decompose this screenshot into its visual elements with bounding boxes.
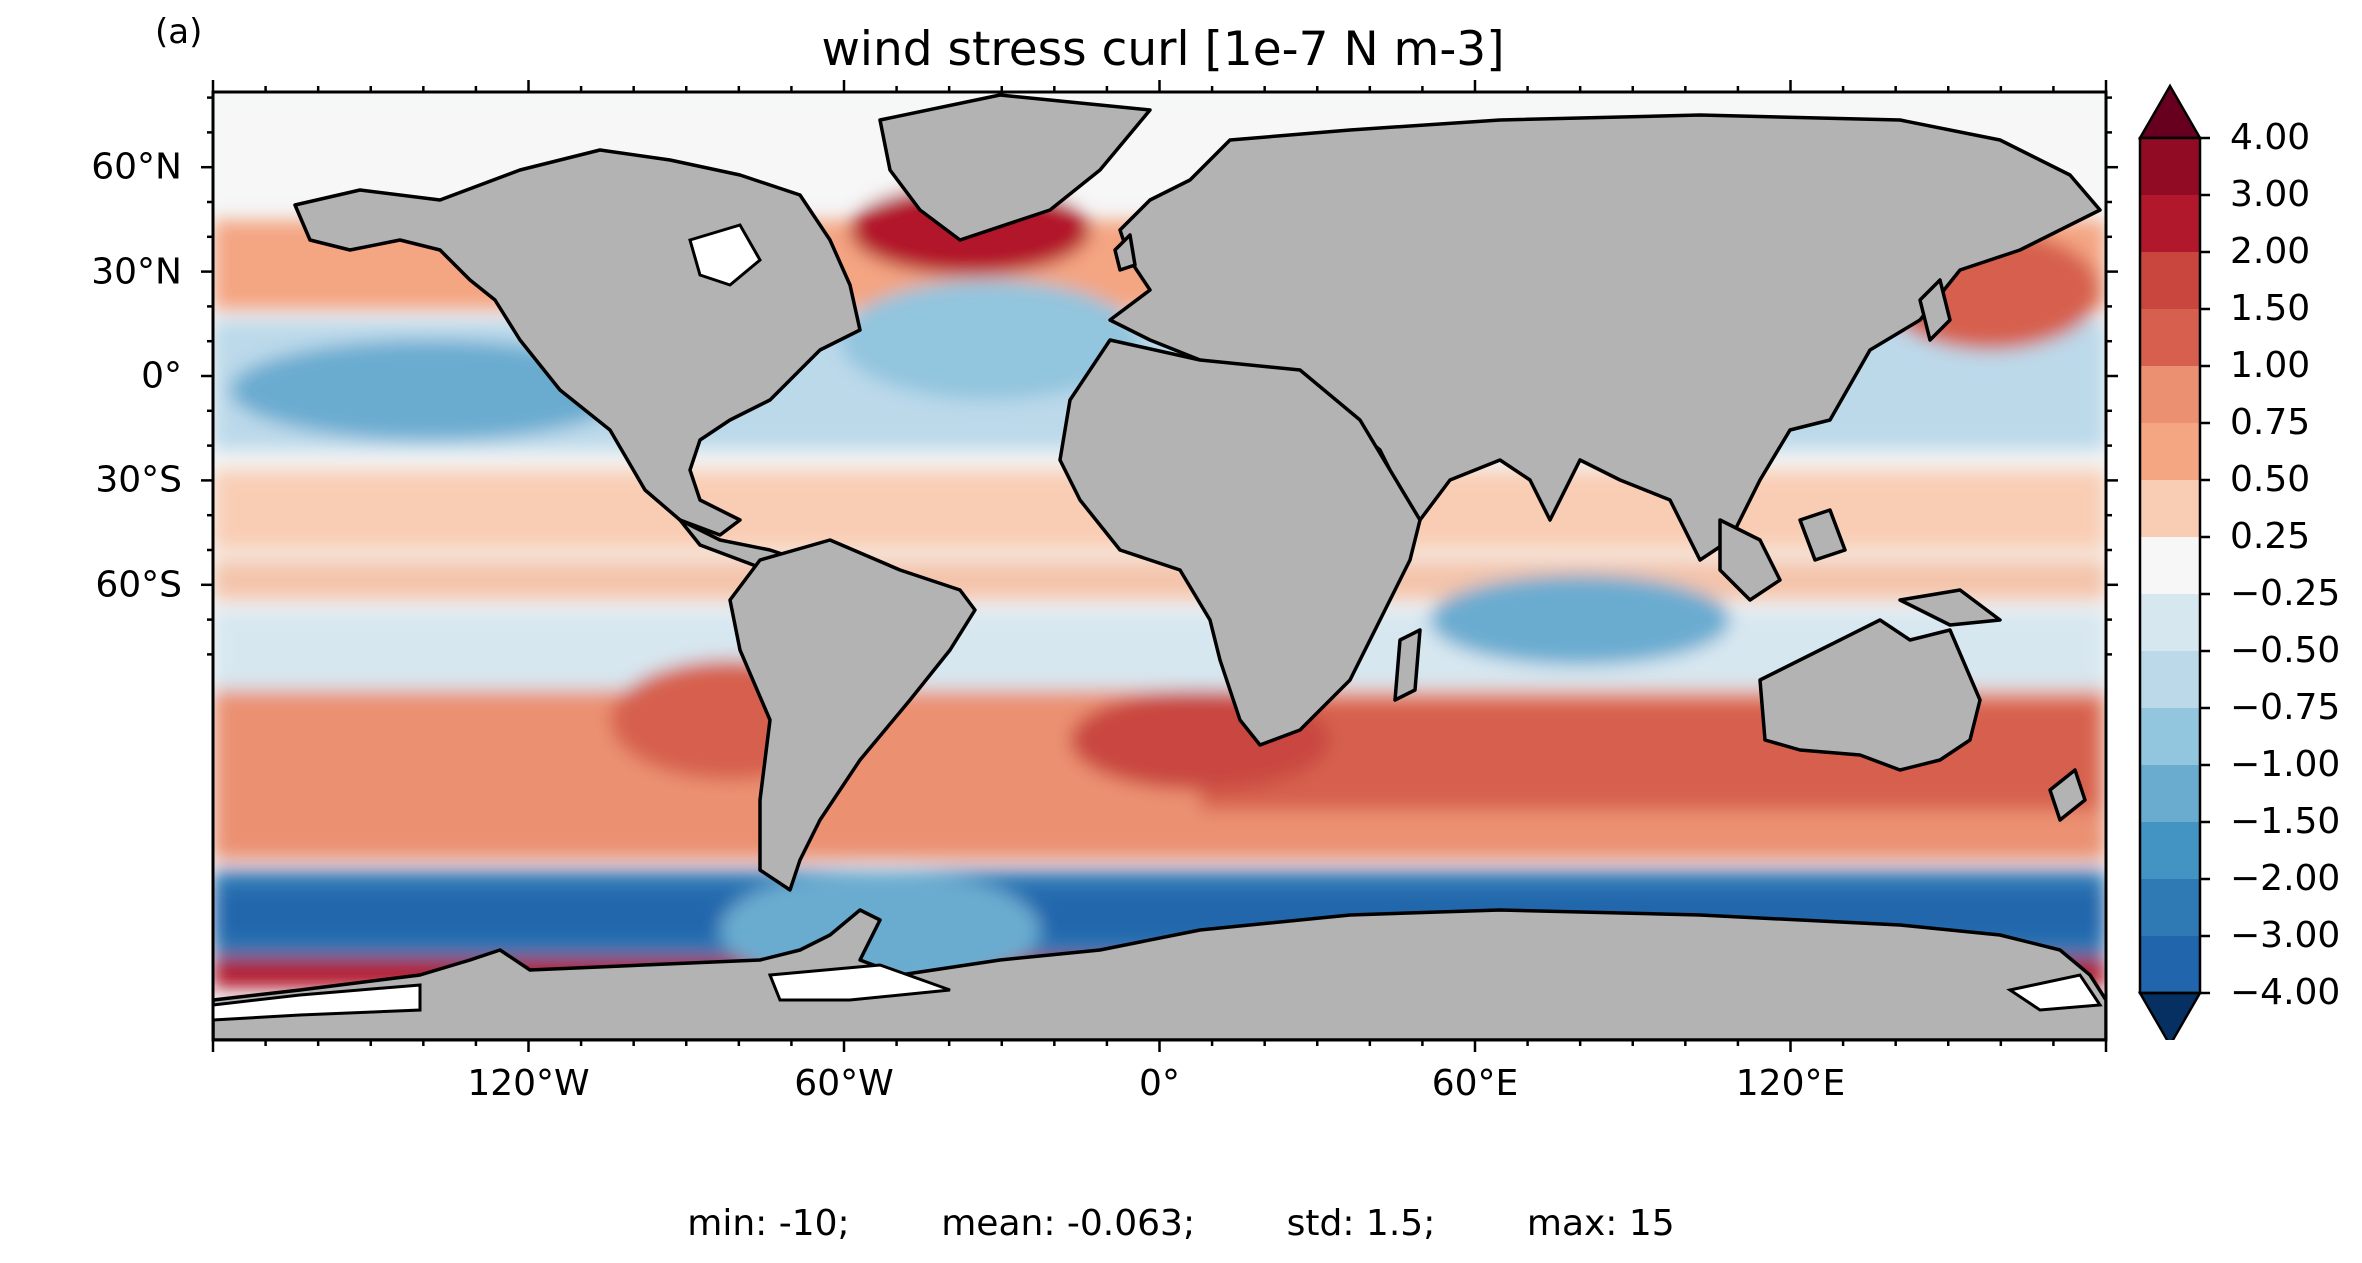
land-southeast-asia [1718,518,1782,602]
lat-tick-label: 30°N [91,251,182,293]
colorbar-segment [2140,708,2200,765]
colorbar-level-label: −3.00 [2230,915,2341,956]
lon-tick-label: 120°E [1735,1063,1846,1104]
colorbar-level-label: 0.50 [2230,459,2311,500]
colorbar-segment [2140,423,2200,480]
colorbar-level-label: 1.50 [2230,288,2311,329]
colorbar-segment [2140,879,2200,936]
colorbar-level-label: 4.00 [2230,117,2311,158]
colorbar-segment [2140,252,2200,309]
colorbar-segment [2140,195,2200,252]
stat-max: max: 15 [1526,1203,1675,1244]
atlantic-subtropical-blue [840,280,1140,400]
lat-tick-label: 0° [141,355,182,397]
colorbar-segment [2140,594,2200,651]
ice-amery [2006,973,2103,1012]
lon-tick-label: 120°W [467,1063,590,1104]
colorbar-level-label: −0.75 [2230,687,2341,728]
indian-ocean-blue [1430,575,1730,665]
land-new-guinea [1898,588,2002,627]
colorbar-level-label: −0.25 [2230,573,2341,614]
land-greenland [878,93,1152,242]
land-japan [1918,278,1952,342]
colorbar-segment [2140,651,2200,708]
colorbar-level-label: 0.75 [2230,402,2311,443]
colorbar-level-label: 2.00 [2230,231,2311,272]
colorbar-level-label: −4.00 [2230,972,2341,1013]
lat-tick-label: 60°S [95,564,182,606]
land-madagascar [1393,628,1422,702]
lon-tick-label: 0° [1139,1063,1180,1104]
lon-tick-label: 60°E [1431,1063,1519,1104]
ice-shelves [213,223,2103,1022]
colorbar-segment [2140,537,2200,594]
band-itcz [213,560,2106,600]
colorbar-level-label: 3.00 [2230,174,2311,215]
colorbar-level-label: 1.00 [2230,345,2311,386]
ice-hudson-bay [688,223,762,287]
stat-std: std: 1.5; [1286,1203,1436,1244]
lon-tick-label: 60°W [794,1063,894,1104]
colorbar-frame [2138,136,2202,995]
land-south-america [728,538,977,892]
colorbar-segment [2140,366,2200,423]
colorbar-extend-min [2137,991,2203,1040]
colorbar-segment [2140,936,2200,993]
colorbar-segment [2140,765,2200,822]
colorbar-level-label: 0.25 [2230,516,2311,557]
colorbar-level-label: −2.00 [2230,858,2341,899]
stat-min: min: -10; [687,1203,850,1244]
land-new-zealand [2048,768,2087,822]
colorbar-segment [2140,822,2200,879]
lat-tick-label: 60°N [91,146,182,188]
land-borneo [1798,508,1847,562]
pacific-subtropical-blue [230,340,630,440]
plot-title: wind stress curl [1e-7 N m-3] [821,22,1505,77]
colorbar-segment [2140,309,2200,366]
land-antarctica [213,908,2106,1040]
ice-ross [213,983,422,1022]
ice-weddell [767,963,951,1002]
colorbar [2137,83,2210,1040]
lat-tick-label: 30°S [95,459,182,501]
panel-letter: (a) [155,12,203,52]
land-uk [1113,233,1137,272]
colorbar-segments [2137,83,2210,1040]
land-australia [1758,618,1982,772]
statistics-line: min: -10; mean: -0.063; std: 1.5; max: 1… [0,1203,2362,1244]
colorbar-level-label: −0.50 [2230,630,2341,671]
colorbar-segment [2140,480,2200,537]
colorbar-level-label: −1.50 [2230,801,2341,842]
colorbar-level-label: −1.00 [2230,744,2341,785]
axis-ticks [201,80,2118,1052]
land-africa [1058,338,1422,747]
colorbar-segment [2140,138,2200,195]
colorbar-extend-max [2137,83,2203,140]
stat-mean: mean: -0.063; [941,1203,1196,1244]
